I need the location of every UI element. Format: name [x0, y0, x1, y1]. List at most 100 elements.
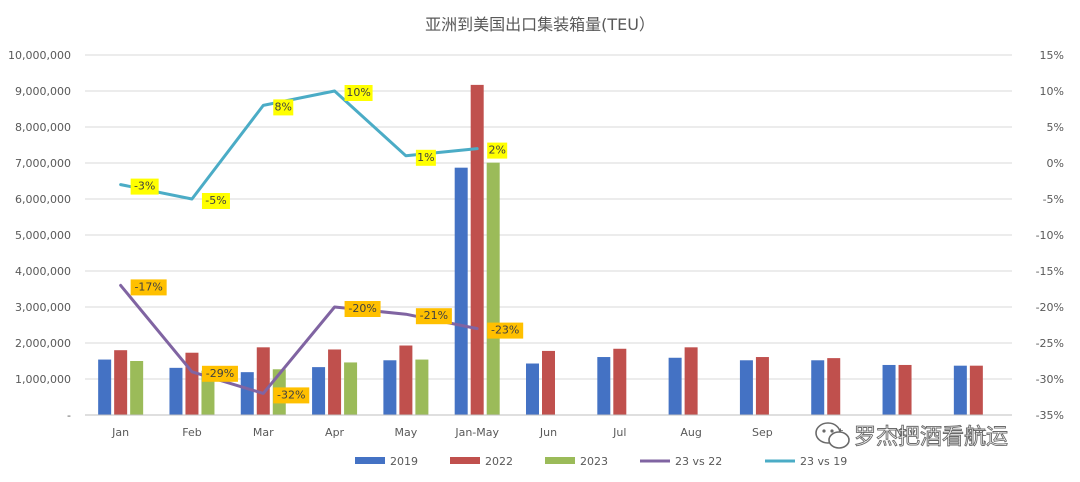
right-axis-tick-label: 5% [1047, 121, 1064, 134]
legend-swatch [545, 457, 575, 464]
data-label: -32% [273, 387, 310, 404]
watermark: 罗杰把酒看航运 [815, 422, 1008, 450]
bar-2019 [454, 167, 468, 415]
data-label-text: -29% [206, 367, 234, 380]
bar-2022 [755, 357, 769, 415]
legend-label: 23 vs 22 [675, 455, 722, 468]
data-label-text: -17% [134, 280, 162, 293]
left-axis-tick-label: - [67, 409, 71, 422]
left-axis-tick-label: 7,000,000 [15, 157, 71, 170]
data-label-text: 8% [275, 100, 292, 113]
bar-2019 [953, 365, 967, 415]
x-axis-tick-label: Apr [325, 426, 345, 439]
bar-2022 [684, 347, 698, 415]
left-axis-tick-label: 4,000,000 [15, 265, 71, 278]
bar-2023 [415, 359, 429, 415]
legend-swatch [450, 457, 480, 464]
data-label-text: 2% [488, 144, 505, 157]
data-label-text: -5% [205, 194, 226, 207]
data-label-box [415, 149, 436, 166]
bars [98, 84, 983, 415]
data-label: -5% [201, 193, 230, 209]
bar-2019 [668, 357, 682, 415]
data-label-box [130, 178, 159, 195]
data-label-box [201, 365, 238, 382]
legend-item: 2022 [450, 455, 513, 468]
left-axis-tick-label: 3,000,000 [15, 301, 71, 314]
x-axis-tick-label: May [395, 426, 418, 439]
x-axis-tick-label: Jan-May [454, 426, 499, 439]
bar-2022 [470, 84, 484, 415]
data-label-box [415, 308, 452, 325]
left-axis-tick-label: 6,000,000 [15, 193, 71, 206]
right-axis-tick-label: -15% [1036, 265, 1064, 278]
bar-2023 [344, 362, 358, 415]
bar-2022 [114, 350, 128, 415]
right-axis-tick-label: -25% [1036, 337, 1064, 350]
legend: 2019 2022 2023 23 vs 22 23 vs 19 [355, 455, 847, 468]
data-label-text: -23% [491, 324, 519, 337]
right-axis-tick-label: 0% [1047, 157, 1064, 170]
right-axis-tick-label: -30% [1036, 373, 1064, 386]
data-label: -23% [487, 322, 524, 339]
wechat-icon [815, 422, 850, 449]
legend-item: 23 vs 19 [765, 455, 847, 468]
bar-2019 [312, 367, 326, 415]
legend-swatch [355, 457, 385, 464]
bar-2023 [130, 361, 144, 415]
x-axis-tick-label: Jan [111, 426, 129, 439]
x-axis-tick-label: Mar [253, 426, 274, 439]
x-axis-tick-label: Sep [752, 426, 773, 439]
bar-2022 [328, 349, 342, 415]
data-label-box [344, 85, 373, 101]
data-label-text: -3% [134, 180, 155, 193]
left-axis-tick-label: 9,000,000 [15, 85, 71, 98]
right-axis-tick-label: -5% [1043, 193, 1064, 206]
legend-label: 2022 [485, 455, 513, 468]
x-axis-tick-label: Aug [680, 426, 701, 439]
grid [85, 54, 1012, 380]
axes: - 1,000,000 2,000,000 3,000,000 4,000,000 5,0… [8, 49, 1064, 439]
data-label-text: -32% [277, 388, 305, 401]
legend-item: 23 vs 22 [640, 455, 722, 468]
data-label: 8% [273, 99, 294, 116]
data-label: 1% [415, 149, 436, 166]
data-label: 2% [487, 142, 508, 159]
data-labels: -17% -29% -32% -20% -21% -23% -3% -5% 8% 10% 1% 2% [130, 85, 524, 404]
data-label: -3% [130, 178, 159, 195]
watermark-text: 罗杰把酒看航运 [854, 425, 1008, 450]
data-label-box [487, 142, 508, 159]
legend-item: 2019 [355, 455, 418, 468]
bar-2019 [882, 364, 896, 415]
bar-2022 [256, 347, 270, 415]
data-label-box [201, 193, 230, 209]
right-axis-tick-label: -10% [1036, 229, 1064, 242]
bar-2022 [542, 350, 555, 415]
left-axis-tick-label: 8,000,000 [15, 121, 71, 134]
legend-label: 23 vs 19 [800, 455, 847, 468]
left-axis-tick-label: 1,000,000 [15, 373, 71, 386]
data-label: -20% [344, 301, 381, 317]
legend-item: 2023 [545, 455, 608, 468]
bar-2019 [240, 372, 254, 415]
x-axis-tick-label: Jun [539, 426, 557, 439]
data-label-text: 10% [346, 86, 370, 99]
bar-2022 [827, 358, 841, 415]
bar-2022 [613, 348, 627, 415]
data-label-text: -20% [348, 302, 376, 315]
bar-2019 [811, 360, 825, 415]
bar-2022 [399, 345, 413, 415]
data-label-box [273, 99, 294, 116]
bar-2022 [969, 365, 983, 415]
left-axis-tick-label: 10,000,000 [8, 49, 71, 62]
bar-2019 [526, 363, 539, 415]
right-axis-tick-label: 15% [1040, 49, 1064, 62]
data-label: 10% [344, 85, 373, 101]
bar-2019 [98, 359, 112, 415]
x-axis-tick-label: Nov [894, 426, 916, 439]
data-label-box [344, 301, 381, 317]
data-label-box [273, 387, 310, 404]
bar-2022 [185, 352, 199, 415]
